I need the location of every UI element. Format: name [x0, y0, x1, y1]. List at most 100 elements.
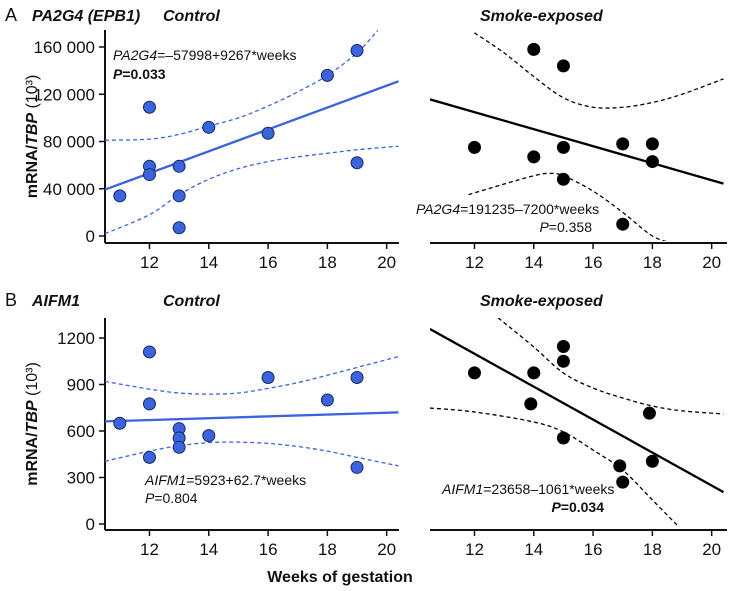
data-point: [261, 371, 275, 385]
data-point: [645, 155, 659, 169]
x-tick-label: 18: [318, 253, 337, 272]
data-point: [556, 354, 570, 368]
y-label-part: mRNA/: [24, 432, 41, 486]
ci-upper-curve: [474, 32, 724, 109]
ci-upper-curve: [497, 318, 724, 415]
equation-gene: AIFM1: [144, 472, 186, 488]
regression-equation: PA2G4=191235–7200*weeks: [416, 201, 599, 217]
data-point: [556, 340, 570, 354]
data-point: [320, 68, 334, 82]
equation-gene: AIFM1: [441, 481, 483, 497]
data-point: [172, 221, 186, 235]
data-point: [113, 189, 127, 203]
data-point: [350, 44, 364, 58]
data-point: [350, 371, 364, 385]
data-point: [467, 366, 481, 380]
x-tick-label: 20: [377, 253, 396, 272]
data-point: [645, 137, 659, 151]
regression-equation: AIFM1=23658–1061*weeks: [441, 481, 614, 497]
regression-line: [430, 327, 725, 494]
x-tick-label: 12: [465, 540, 484, 559]
regression-line: [105, 411, 399, 423]
data-point: [642, 406, 656, 420]
data-point: [202, 120, 216, 134]
data-point: [172, 440, 186, 454]
x-tick-label: 20: [702, 253, 721, 272]
data-point: [350, 156, 364, 170]
data-point: [172, 189, 186, 203]
data-point: [524, 397, 538, 411]
panel-letter: A: [5, 5, 17, 25]
data-point: [142, 168, 156, 182]
data-point: [556, 431, 570, 445]
data-point: [613, 459, 627, 473]
regression-line: [430, 98, 724, 185]
equation-formula: =–57998+9267*weeks: [157, 47, 296, 63]
y-tick-label: 1200: [57, 329, 95, 348]
p-number: =0.033: [122, 66, 165, 82]
x-tick-label: 14: [199, 253, 218, 272]
ci-lower-curve: [105, 441, 399, 467]
data-point: [142, 345, 156, 359]
plot-area: [105, 355, 399, 467]
equation-formula: =191235–7200*weeks: [460, 201, 599, 217]
data-point: [142, 397, 156, 411]
y-tick-label: 0: [86, 227, 95, 246]
ci-lower-curve: [430, 407, 680, 528]
y-label-unit: (10³): [24, 362, 41, 400]
p-number: =0.804: [154, 490, 197, 506]
data-point: [320, 393, 334, 407]
x-tick-label: 16: [259, 253, 278, 272]
y-axis-label: mRNA/TBP (10³): [24, 362, 41, 486]
gene-name: AIFM1: [31, 293, 80, 310]
p-value: P=0.034: [551, 499, 604, 515]
regression-equation: AIFM1=5923+62.7*weeks: [144, 472, 306, 488]
panel-letter: B: [5, 290, 17, 310]
p-value: P=0.033: [113, 66, 166, 82]
x-tick-label: 20: [377, 540, 396, 559]
ci-upper-curve: [105, 30, 379, 141]
y-tick-label: 40 000: [43, 180, 95, 199]
x-tick-label: 12: [140, 253, 159, 272]
x-tick-label: 18: [643, 540, 662, 559]
y-tick-label: 120 000: [34, 85, 95, 104]
data-point: [113, 416, 127, 430]
plot-area: [430, 318, 725, 528]
x-tick-label: 14: [524, 540, 543, 559]
x-axis-label: Weeks of gestation: [267, 569, 413, 586]
data-point: [467, 140, 481, 154]
data-point: [172, 159, 186, 173]
y-label-unit: (10³): [24, 75, 41, 113]
data-point: [527, 42, 541, 56]
data-point: [261, 126, 275, 140]
data-point: [616, 217, 630, 231]
equation-formula: =23658–1061*weeks: [483, 481, 614, 497]
y-label-italic: TBP: [24, 113, 41, 145]
ci-upper-curve: [105, 355, 399, 395]
data-point: [645, 454, 659, 468]
ci-lower-curve: [105, 145, 399, 235]
panel-0: 12 14 16 18 20 0 40 000 80 000 120 000 160 000 mRN…: [5, 5, 399, 272]
y-label-italic: TBP: [24, 400, 41, 432]
y-tick-label: 80 000: [43, 133, 95, 152]
y-axis-label: mRNA/TBP (10³): [24, 75, 41, 199]
p-value: P=0.358: [539, 219, 592, 235]
x-tick-label: 14: [524, 253, 543, 272]
panel-title: Control: [163, 293, 220, 310]
y-tick-label: 600: [67, 422, 95, 441]
x-tick-label: 12: [465, 253, 484, 272]
data-point: [527, 150, 541, 164]
regression-equation: PA2G4=–57998+9267*weeks: [113, 47, 296, 63]
panel-title: Smoke-exposed: [480, 293, 604, 310]
data-point: [616, 475, 630, 489]
data-point: [616, 137, 630, 151]
data-point: [350, 460, 364, 474]
p-value: P=0.804: [145, 490, 198, 506]
equation-gene: PA2G4: [416, 201, 460, 217]
x-tick-label: 12: [140, 540, 159, 559]
p-label: P: [145, 490, 155, 506]
p-number: =0.358: [549, 219, 592, 235]
x-tick-label: 14: [199, 540, 218, 559]
